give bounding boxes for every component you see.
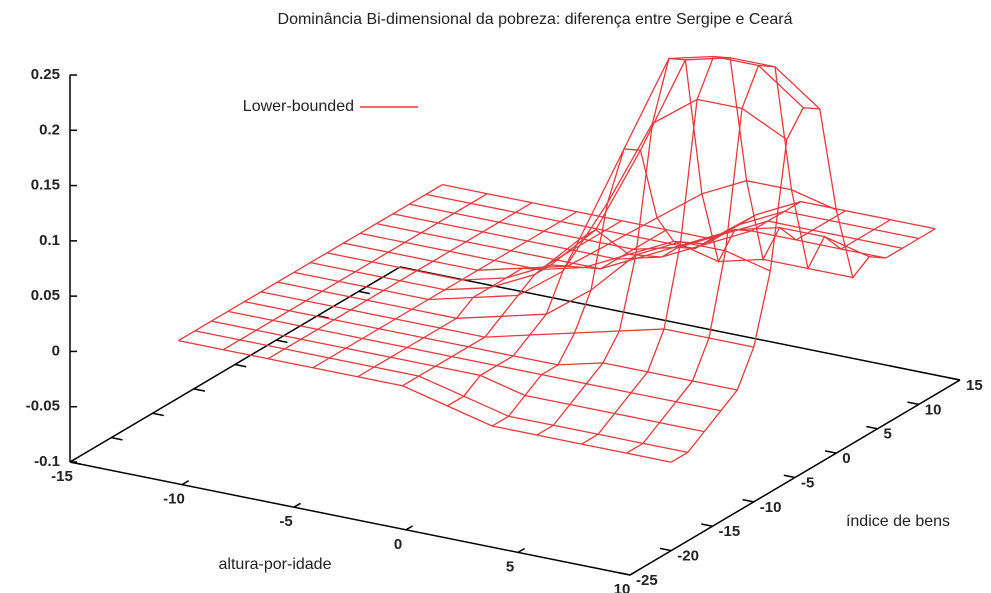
x-tick-label: -15: [51, 468, 73, 485]
surface-column: [425, 193, 919, 250]
z-tick-label: -0.05: [26, 398, 60, 415]
surface-column: [227, 310, 721, 412]
x-tick: [517, 547, 525, 554]
x-tick: [181, 480, 189, 486]
surface-row: [581, 55, 846, 445]
x-tick: [293, 502, 301, 508]
x-tick-label: 0: [394, 536, 402, 553]
z-tick-label: 0.05: [31, 287, 60, 304]
surface-column: [244, 300, 738, 391]
surface-column: [178, 339, 672, 463]
y-tick: [152, 412, 164, 417]
x-tick-label: -5: [279, 513, 292, 530]
x-tick-label: 5: [506, 558, 514, 575]
y-tick-label: 0: [842, 450, 850, 467]
y-tick-label: -25: [636, 572, 658, 589]
y-tick-label: -20: [677, 548, 699, 565]
x-axis-label: altura-por-idade: [219, 556, 332, 573]
surface-column: [194, 330, 688, 454]
x-axis: [69, 461, 631, 576]
y-tick-label: 15: [966, 377, 983, 394]
y-tick-label: 10: [925, 401, 942, 418]
y-tick: [742, 498, 754, 503]
y-tick-label: -5: [801, 474, 814, 491]
z-tick-label: 0.1: [39, 232, 60, 249]
y-tick: [783, 474, 796, 479]
surface-column: [326, 57, 821, 281]
y-tick-label: -10: [760, 499, 782, 516]
y-tick: [358, 290, 371, 295]
surface-row: [357, 220, 622, 378]
surface-column: [359, 232, 853, 279]
z-tick-label: -0.1: [34, 453, 60, 470]
x-tick-label: 10: [614, 581, 631, 593]
z-tick-label: 0.25: [31, 66, 60, 83]
y-tick: [659, 547, 672, 552]
x-tick: [629, 570, 637, 576]
surface-column: [211, 320, 705, 433]
surface-column: [293, 98, 788, 301]
surface-row: [446, 228, 712, 407]
surface-column: [392, 213, 886, 260]
y-tick: [824, 450, 837, 454]
y-tick: [69, 461, 82, 465]
y-tick: [907, 401, 919, 406]
surface-column: [442, 183, 936, 240]
y-axis-label: índice de bens: [846, 513, 950, 530]
y-tick: [866, 425, 878, 430]
x-tick: [405, 525, 413, 531]
y-tick-label: -15: [719, 523, 741, 540]
z-tick-label: 0: [52, 342, 60, 359]
z-tick-label: 0.15: [31, 177, 60, 194]
x-tick: [69, 457, 77, 463]
z-tick-label: 0.2: [39, 121, 60, 138]
chart-title: Dominância Bi-dimensional da pobreza: di…: [278, 11, 793, 28]
y-tick-label: 5: [884, 426, 892, 443]
x-tick-label: -10: [163, 491, 185, 508]
y-tick: [111, 436, 123, 441]
y-tick: [276, 339, 288, 344]
legend-label: Lower-bounded: [243, 98, 354, 115]
surface-column: [260, 291, 754, 348]
y-tick: [234, 363, 247, 368]
surface-column: [376, 222, 870, 270]
y-tick: [948, 377, 961, 381]
y-tick: [701, 523, 713, 527]
y-tick: [618, 572, 631, 576]
surface-column: [409, 203, 903, 250]
y-tick: [193, 388, 206, 392]
